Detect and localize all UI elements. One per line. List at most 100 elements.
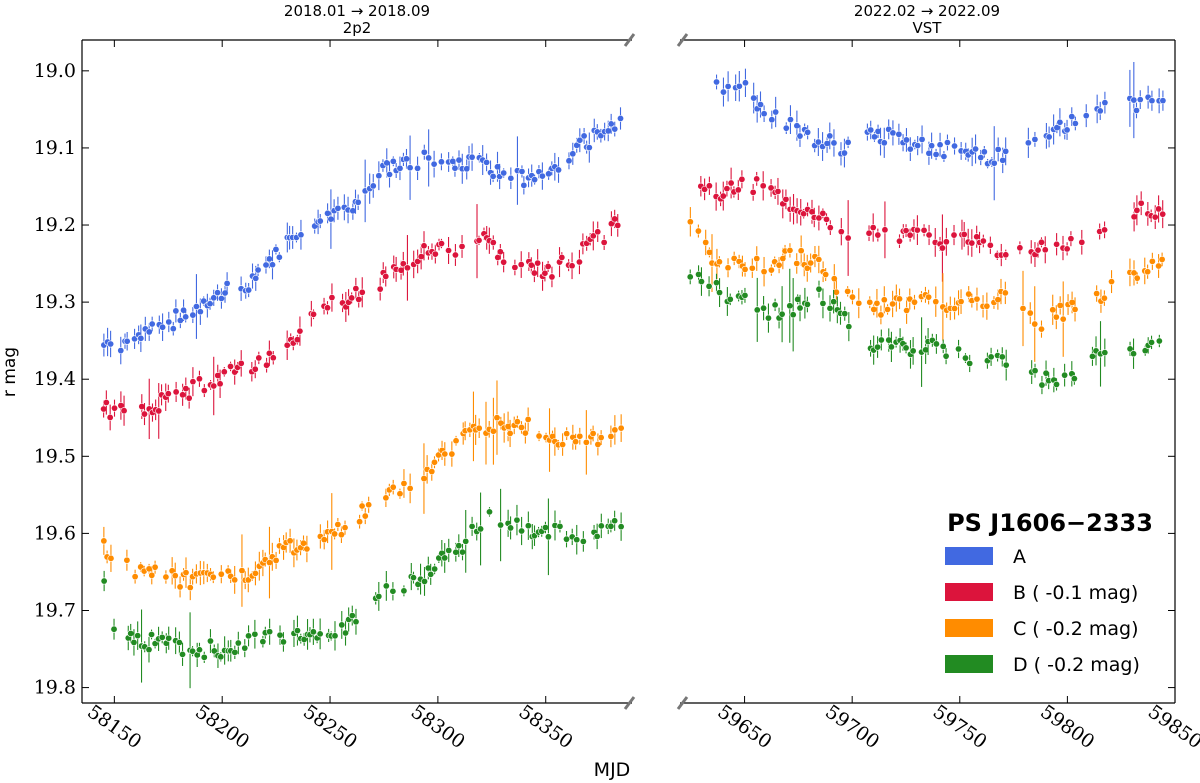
- marker: [334, 204, 342, 212]
- marker: [338, 621, 346, 629]
- marker: [134, 632, 142, 640]
- marker: [403, 264, 411, 272]
- marker: [316, 630, 324, 638]
- marker: [734, 186, 742, 194]
- data-point-C: [420, 443, 428, 514]
- marker: [396, 164, 404, 172]
- marker: [582, 438, 590, 446]
- marker: [1063, 126, 1071, 134]
- data-point-D: [382, 570, 390, 601]
- marker: [830, 139, 838, 147]
- marker: [1067, 235, 1075, 243]
- data-point-C: [896, 288, 904, 310]
- data-point-D: [507, 516, 515, 540]
- marker: [355, 295, 363, 303]
- data-point-A: [414, 156, 422, 180]
- data-point-A: [1144, 85, 1152, 109]
- data-point-A: [585, 132, 593, 163]
- marker: [906, 231, 914, 239]
- marker: [254, 266, 262, 274]
- marker: [903, 307, 911, 315]
- marker: [279, 638, 287, 646]
- data-point-C: [572, 433, 580, 450]
- marker: [895, 130, 903, 138]
- data-point-C: [873, 288, 881, 318]
- data-point-B: [837, 218, 845, 246]
- data-point-D: [316, 618, 324, 650]
- marker: [866, 298, 874, 306]
- marker: [517, 423, 525, 431]
- marker: [389, 157, 397, 165]
- y-tick-label: 19.4: [34, 368, 76, 390]
- marker: [585, 144, 593, 152]
- data-point-B: [355, 291, 363, 308]
- data-point-D: [145, 636, 153, 663]
- marker: [1031, 320, 1039, 328]
- marker: [172, 388, 180, 396]
- legend-swatch-A: [945, 547, 993, 565]
- marker: [575, 258, 583, 266]
- data-point-B: [117, 391, 125, 420]
- marker: [217, 570, 225, 578]
- marker: [786, 302, 794, 310]
- data-point-D: [438, 539, 446, 567]
- data-point-A: [210, 289, 218, 306]
- data-point-A: [172, 299, 180, 323]
- marker: [206, 637, 214, 645]
- data-point-D: [611, 510, 619, 531]
- data-point-D: [786, 268, 794, 343]
- marker: [214, 371, 222, 379]
- data-point-C: [617, 414, 625, 442]
- marker: [210, 382, 218, 390]
- marker: [200, 653, 208, 661]
- marker: [938, 244, 946, 252]
- data-point-D: [309, 618, 317, 645]
- y-tick-label: 19.1: [34, 137, 76, 159]
- marker: [686, 218, 694, 226]
- data-point-A: [254, 263, 262, 277]
- marker: [265, 255, 273, 263]
- marker: [451, 164, 459, 172]
- data-point-A: [928, 132, 936, 159]
- data-point-D: [375, 581, 383, 611]
- marker: [507, 174, 515, 182]
- data-point-A: [123, 331, 131, 351]
- data-point-B: [1002, 249, 1010, 260]
- data-point-B: [403, 235, 411, 301]
- data-point-B: [913, 215, 921, 245]
- data-point-A: [402, 148, 410, 169]
- data-point-C: [148, 566, 156, 585]
- data-point-B: [120, 395, 128, 426]
- data-point-D: [148, 629, 156, 640]
- marker: [1088, 352, 1096, 360]
- data-point-A: [814, 128, 822, 157]
- data-point-D: [427, 563, 435, 585]
- data-point-D: [279, 632, 287, 652]
- marker: [940, 152, 948, 160]
- legend-swatch-C: [945, 619, 993, 637]
- data-point-A: [844, 136, 852, 149]
- marker: [459, 548, 467, 556]
- marker: [819, 299, 827, 307]
- data-point-A: [1056, 108, 1064, 137]
- data-point-A: [169, 321, 177, 336]
- marker: [715, 258, 723, 266]
- data-point-B: [414, 249, 422, 274]
- marker: [527, 261, 535, 269]
- data-point-C: [316, 524, 324, 549]
- panel1-break-mark-top: [623, 33, 636, 47]
- data-point-D: [987, 347, 995, 366]
- data-point-D: [445, 538, 453, 563]
- marker: [544, 262, 552, 270]
- data-point-C: [1100, 290, 1108, 306]
- marker: [697, 278, 705, 286]
- data-point-C: [576, 427, 584, 445]
- data-point-C: [524, 407, 532, 432]
- data-point-A: [768, 110, 776, 129]
- data-point-C: [607, 425, 615, 448]
- marker: [910, 298, 918, 306]
- marker: [913, 226, 921, 234]
- data-point-C: [1130, 260, 1138, 286]
- marker: [713, 78, 721, 86]
- data-point-C: [251, 561, 259, 586]
